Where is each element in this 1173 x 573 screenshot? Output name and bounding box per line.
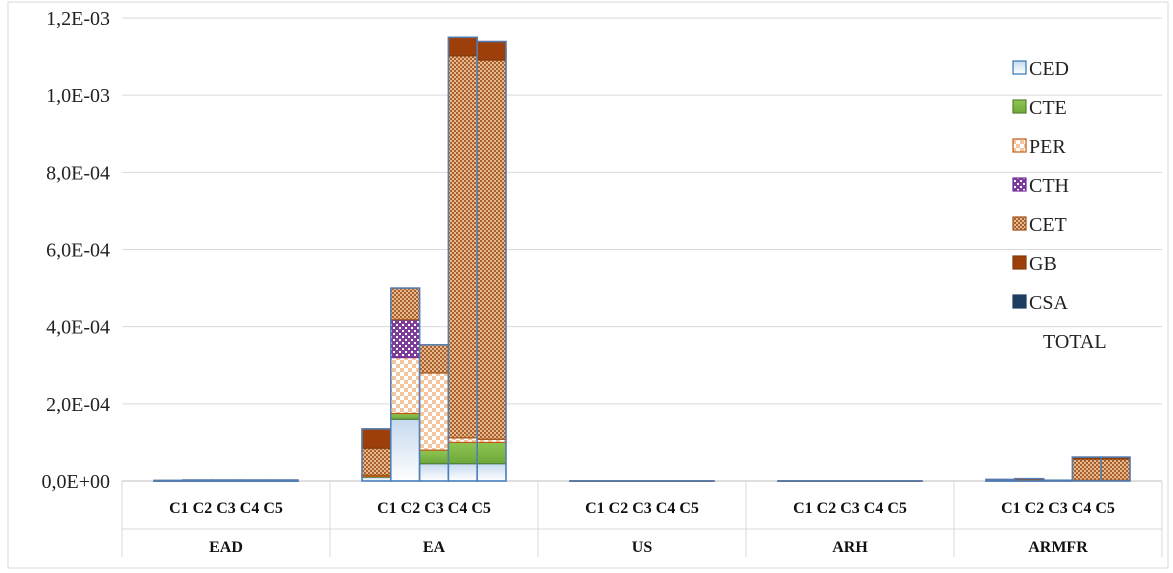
legend-swatch-cet [1012,216,1027,231]
group-label: ARMFR [1028,539,1088,556]
y-tick-label: 0,0E+00 [42,471,111,493]
bar-segment-cte [447,441,478,465]
bar-segment-cet [390,287,421,321]
bar-segment-per [447,437,478,444]
legend-label: TOTAL [1043,331,1107,353]
bar-total-outline [476,40,507,482]
bar-segment-cet [447,55,478,439]
legend-label: CED [1029,58,1069,80]
legend-swatch-gb [1012,255,1027,270]
bar-total-outline [210,479,242,482]
axis-layer: 0,0E+00 2,0E-04 4,0E-04 6,0E-04 8,0E-04 1,0E-… [42,8,1163,557]
legend-swatch-cth [1012,177,1027,192]
group-label: EAD [209,539,243,556]
bar-segment-cet [476,59,507,440]
bar-total-outline [182,479,213,482]
bar-segment-cet [419,344,450,374]
bar-segment-cet [361,447,392,476]
legend-label: GB [1029,253,1057,275]
legend-swatch-ced [1012,60,1027,75]
group-label: EA [423,539,446,556]
group-label: US [632,539,653,556]
bar-segment-ced [390,418,421,482]
legend: CED CTE PER CTH CET GB CSA TOTAL [1012,58,1107,353]
legend-label: CET [1029,214,1067,236]
bar-segment-gb [476,40,507,61]
legend-swatch-per [1012,138,1027,153]
bar-total-outline [1100,456,1131,482]
bars-layer [153,36,1131,483]
bar-segment-ced [419,463,450,482]
legend-label: PER [1029,136,1066,158]
bar-total-outline [985,478,1016,482]
bar-segment-cet [1100,458,1131,481]
bar-segment-cet [1071,458,1102,481]
bar-segment-cte [390,412,421,420]
sub-category-labels: C1 C2 C3 C4 C5 [585,500,699,517]
bar-total-outline [268,479,299,482]
sub-category-labels: C1 C2 C3 C4 C5 [377,500,491,517]
bar-segment-cte [419,449,450,465]
legend-swatch-csa [1012,294,1027,309]
bar-segment-cte [476,441,507,465]
bar-total-outline [1042,479,1074,482]
bar-segment-gb [447,36,478,57]
legend-label: CTE [1029,97,1067,119]
y-tick-label: 6,0E-04 [46,240,110,262]
bar-total-outline [153,479,184,482]
sub-category-labels: C1 C2 C3 C4 C5 [1001,500,1115,517]
sub-category-labels: C1 C2 C3 C4 C5 [169,500,283,517]
bar-segment-per [419,372,450,451]
bar-total-outline [239,479,270,482]
bar-segment-ced [476,463,507,482]
bar-segment-ced [447,463,478,482]
bar-segment-cth [390,319,421,359]
y-tick-label: 1,2E-03 [46,8,110,30]
chart-border [7,1,1169,569]
legend-label: CTH [1029,175,1069,197]
legend-swatch-cte [1012,99,1027,114]
y-tick-label: 4,0E-04 [46,317,110,339]
bar-segment-gb [361,428,392,449]
y-tick-label: 8,0E-04 [46,162,110,184]
grid-layer [7,1,1169,569]
y-tick-label: 1,0E-03 [46,85,110,107]
bar-segment-per [390,356,421,415]
y-tick-label: 2,0E-04 [46,394,110,416]
legend-label: CSA [1029,292,1068,314]
sub-category-labels: C1 C2 C3 C4 C5 [793,500,907,517]
category-labels: C1 C2 C3 C4 C5 EAD C1 C2 C3 C4 C5 EA C1 C2 C… [169,500,1115,556]
group-label: ARH [832,539,868,556]
